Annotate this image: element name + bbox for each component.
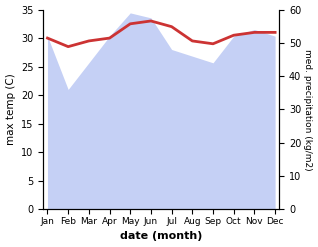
Y-axis label: med. precipitation (kg/m2): med. precipitation (kg/m2) <box>303 49 313 170</box>
X-axis label: date (month): date (month) <box>120 231 203 242</box>
Y-axis label: max temp (C): max temp (C) <box>5 74 16 145</box>
